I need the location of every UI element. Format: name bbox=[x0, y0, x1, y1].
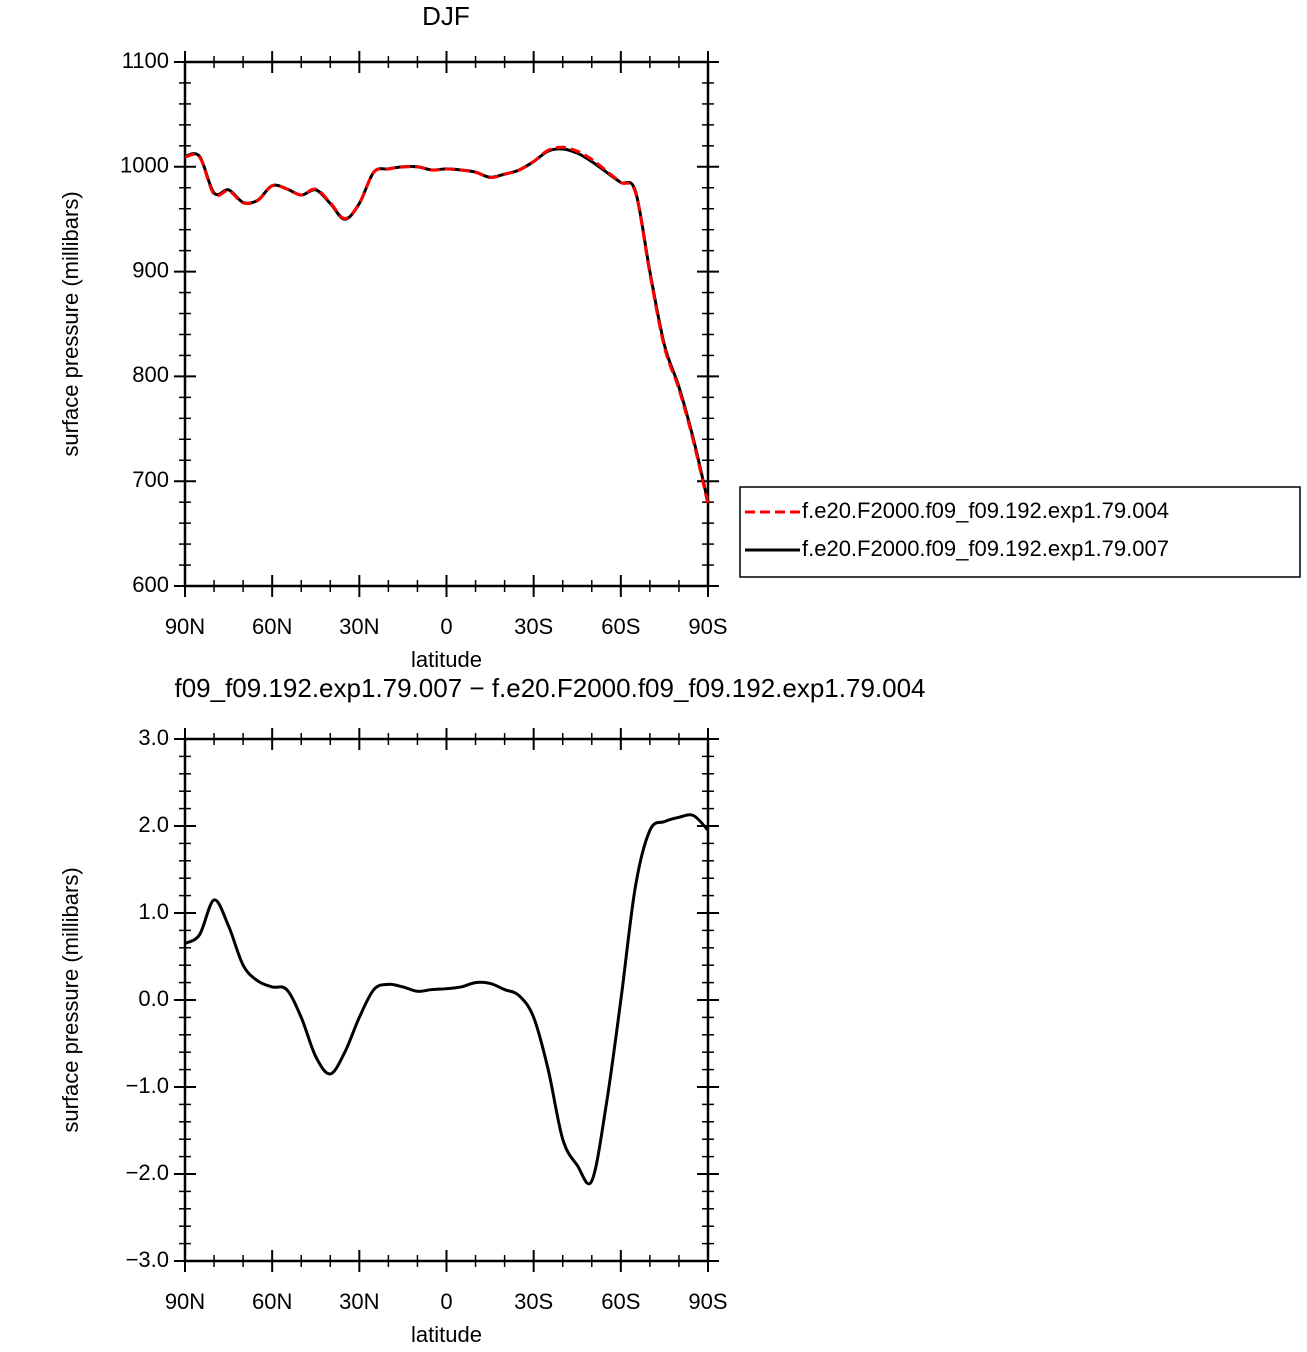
x-tick-label: 0 bbox=[440, 1289, 452, 1314]
legend-label: f.e20.F2000.f09_f09.192.exp1.79.004 bbox=[802, 498, 1169, 523]
x-tick-label: 90S bbox=[688, 1289, 727, 1314]
y-tick-label: 900 bbox=[132, 257, 169, 282]
x-tick-label: 60N bbox=[252, 614, 292, 639]
y-axis-label: surface pressure (millibars) bbox=[58, 191, 83, 456]
y-tick-label: 700 bbox=[132, 467, 169, 492]
x-tick-label: 90N bbox=[165, 1289, 205, 1314]
y-tick-label: 1.0 bbox=[138, 899, 169, 924]
x-tick-label: 90S bbox=[688, 614, 727, 639]
y-tick-label: 2.0 bbox=[138, 812, 169, 837]
y-tick-label: −1.0 bbox=[126, 1073, 169, 1098]
x-tick-label: 30N bbox=[339, 1289, 379, 1314]
chart-title: f09_f09.192.exp1.79.007 − f.e20.F2000.f0… bbox=[174, 673, 925, 703]
y-tick-label: 0.0 bbox=[138, 986, 169, 1011]
y-tick-label: 1000 bbox=[120, 153, 169, 178]
chart-title: DJF bbox=[422, 1, 470, 31]
x-axis-label: latitude bbox=[411, 1322, 482, 1347]
x-axis-label: latitude bbox=[411, 647, 482, 672]
y-tick-label: 800 bbox=[132, 362, 169, 387]
x-tick-label: 30S bbox=[514, 614, 553, 639]
y-tick-label: 1100 bbox=[122, 48, 169, 73]
x-tick-label: 60N bbox=[252, 1289, 292, 1314]
x-tick-label: 60S bbox=[601, 1289, 640, 1314]
legend-label: f.e20.F2000.f09_f09.192.exp1.79.007 bbox=[802, 536, 1169, 561]
data-line bbox=[184, 813, 710, 1186]
legend-box bbox=[739, 486, 1301, 578]
plot-frame bbox=[183, 737, 710, 1263]
plot-frame bbox=[183, 60, 710, 588]
x-tick-label: 0 bbox=[440, 614, 452, 639]
x-tick-label: 30S bbox=[514, 1289, 553, 1314]
x-tick-label: 30N bbox=[339, 614, 379, 639]
y-tick-label: 600 bbox=[132, 572, 169, 597]
y-tick-label: −3.0 bbox=[126, 1247, 169, 1272]
data-line bbox=[184, 147, 710, 503]
y-axis-label: surface pressure (millibars) bbox=[58, 867, 83, 1132]
x-tick-label: 90N bbox=[165, 614, 205, 639]
data-line bbox=[184, 145, 710, 505]
x-tick-label: 60S bbox=[601, 614, 640, 639]
y-tick-label: 3.0 bbox=[138, 725, 169, 750]
y-tick-label: −2.0 bbox=[126, 1160, 169, 1185]
